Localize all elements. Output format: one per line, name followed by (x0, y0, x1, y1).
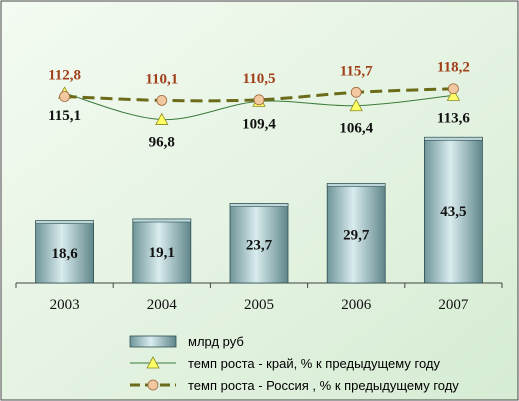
point-russia (447, 83, 459, 95)
legend-label-bars: млрд руб (188, 334, 244, 349)
bar-value-label: 19,1 (149, 245, 175, 261)
bar-value-label: 23,7 (246, 237, 273, 253)
legend-swatch-bars (129, 335, 177, 348)
bar (423, 136, 483, 284)
point-russia (59, 91, 70, 102)
legend-marker-russia (147, 379, 159, 391)
plot-area: 18,6 19,1 23,7 29,7 43,5 112,8 110,1 110,5 115,… (15, 60, 503, 313)
x-tick-label: 2007 (438, 297, 469, 313)
bar (132, 218, 192, 284)
russia-value-label: 118,2 (437, 60, 470, 76)
bar-cap (132, 218, 192, 223)
bar (35, 220, 94, 284)
point-russia (253, 94, 265, 106)
kray-value-label: 115,1 (48, 108, 81, 124)
russia-value-label: 110,1 (145, 71, 178, 87)
point-russia (350, 86, 362, 98)
kray-value-label: 106,4 (339, 121, 373, 137)
bar-cap (229, 203, 289, 207)
bar (326, 183, 386, 284)
bar-value-label: 29,7 (343, 227, 370, 243)
legend-marker-kray (146, 356, 160, 369)
point-russia (156, 94, 168, 106)
point-kray (349, 98, 363, 112)
bar-cap (424, 136, 483, 141)
bar (229, 203, 289, 284)
x-tick-label: 2003 (50, 297, 80, 313)
bar-cap (326, 183, 386, 187)
russia-value-label: 112,8 (48, 68, 81, 84)
kray-value-label: 109,4 (242, 116, 276, 132)
russia-value-label: 115,7 (340, 63, 373, 79)
x-tick-label: 2006 (341, 297, 372, 313)
kray-value-label: 113,6 (437, 110, 470, 126)
bar-cap (35, 220, 94, 224)
russia-value-label: 110,5 (243, 71, 276, 87)
x-tick-label: 2005 (244, 297, 274, 313)
x-tick-label: 2004 (147, 297, 178, 313)
point-kray (446, 88, 461, 101)
point-kray (155, 112, 169, 125)
legend-label-russia: темп роста - Россия , % к предыдущему го… (188, 378, 459, 393)
bar-value-label: 18,6 (51, 246, 78, 262)
legend: млрд руб темп роста - край, % к предыдуще… (129, 334, 459, 393)
legend-label-kray: темп роста - край, % к предыдущему году (188, 356, 440, 371)
bar-value-label: 43,5 (440, 204, 466, 220)
kray-value-label: 96,8 (149, 135, 175, 151)
series-line-russia (64, 87, 454, 103)
